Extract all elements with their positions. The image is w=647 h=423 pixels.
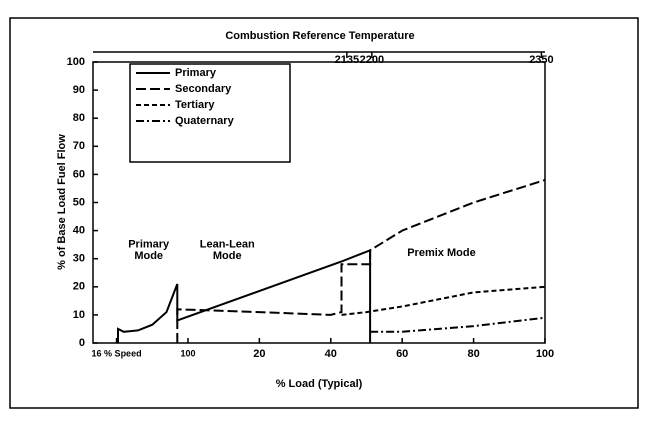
x-axis-label: % Load (Typical) xyxy=(276,378,363,390)
y-tick-label: 70 xyxy=(73,140,85,152)
y-tick-label: 60 xyxy=(73,168,85,180)
x-tick-label: 16 % Speed xyxy=(92,348,142,358)
y-tick-label: 10 xyxy=(73,309,85,321)
y-tick-label: 90 xyxy=(73,84,85,96)
y-axis-label: % of Base Load Fuel Flow xyxy=(56,134,68,270)
annotation: Mode xyxy=(213,250,242,262)
y-tick-label: 20 xyxy=(73,281,85,293)
annotation: Lean-Lean xyxy=(200,239,255,251)
y-tick-label: 30 xyxy=(73,253,85,265)
y-tick-label: 0 xyxy=(79,337,85,349)
legend-label: Quaternary xyxy=(175,115,235,127)
series-line xyxy=(370,316,546,333)
x-tick-label: 100 xyxy=(180,348,195,358)
legend-label: Primary xyxy=(175,67,217,79)
y-tick-label: 100 xyxy=(67,56,85,68)
x-tick-label: 20 xyxy=(253,348,265,360)
x-tick-label: 100 xyxy=(536,348,554,360)
top-tick-label: 2135 xyxy=(335,54,359,66)
y-tick-label: 50 xyxy=(73,196,85,208)
x-tick-label: 40 xyxy=(325,348,337,360)
top-tick-label: 2200 xyxy=(360,54,384,66)
x-tick-label: 80 xyxy=(467,348,479,360)
annotation: Mode xyxy=(134,250,163,262)
x-tick-label: 60 xyxy=(396,348,408,360)
y-tick-label: 40 xyxy=(73,225,85,237)
annotation: Premix Mode xyxy=(407,247,475,259)
y-tick-label: 80 xyxy=(73,112,85,124)
legend-label: Tertiary xyxy=(175,99,215,111)
series-line xyxy=(176,179,546,343)
annotation: Primary xyxy=(128,239,170,251)
series-line xyxy=(117,248,372,343)
top-axis-title: Combustion Reference Temperature xyxy=(225,30,414,42)
top-tick-label: 2350 xyxy=(529,54,553,66)
series-line xyxy=(341,285,546,316)
frame xyxy=(9,17,639,409)
legend xyxy=(129,63,291,163)
legend-label: Secondary xyxy=(175,83,232,95)
